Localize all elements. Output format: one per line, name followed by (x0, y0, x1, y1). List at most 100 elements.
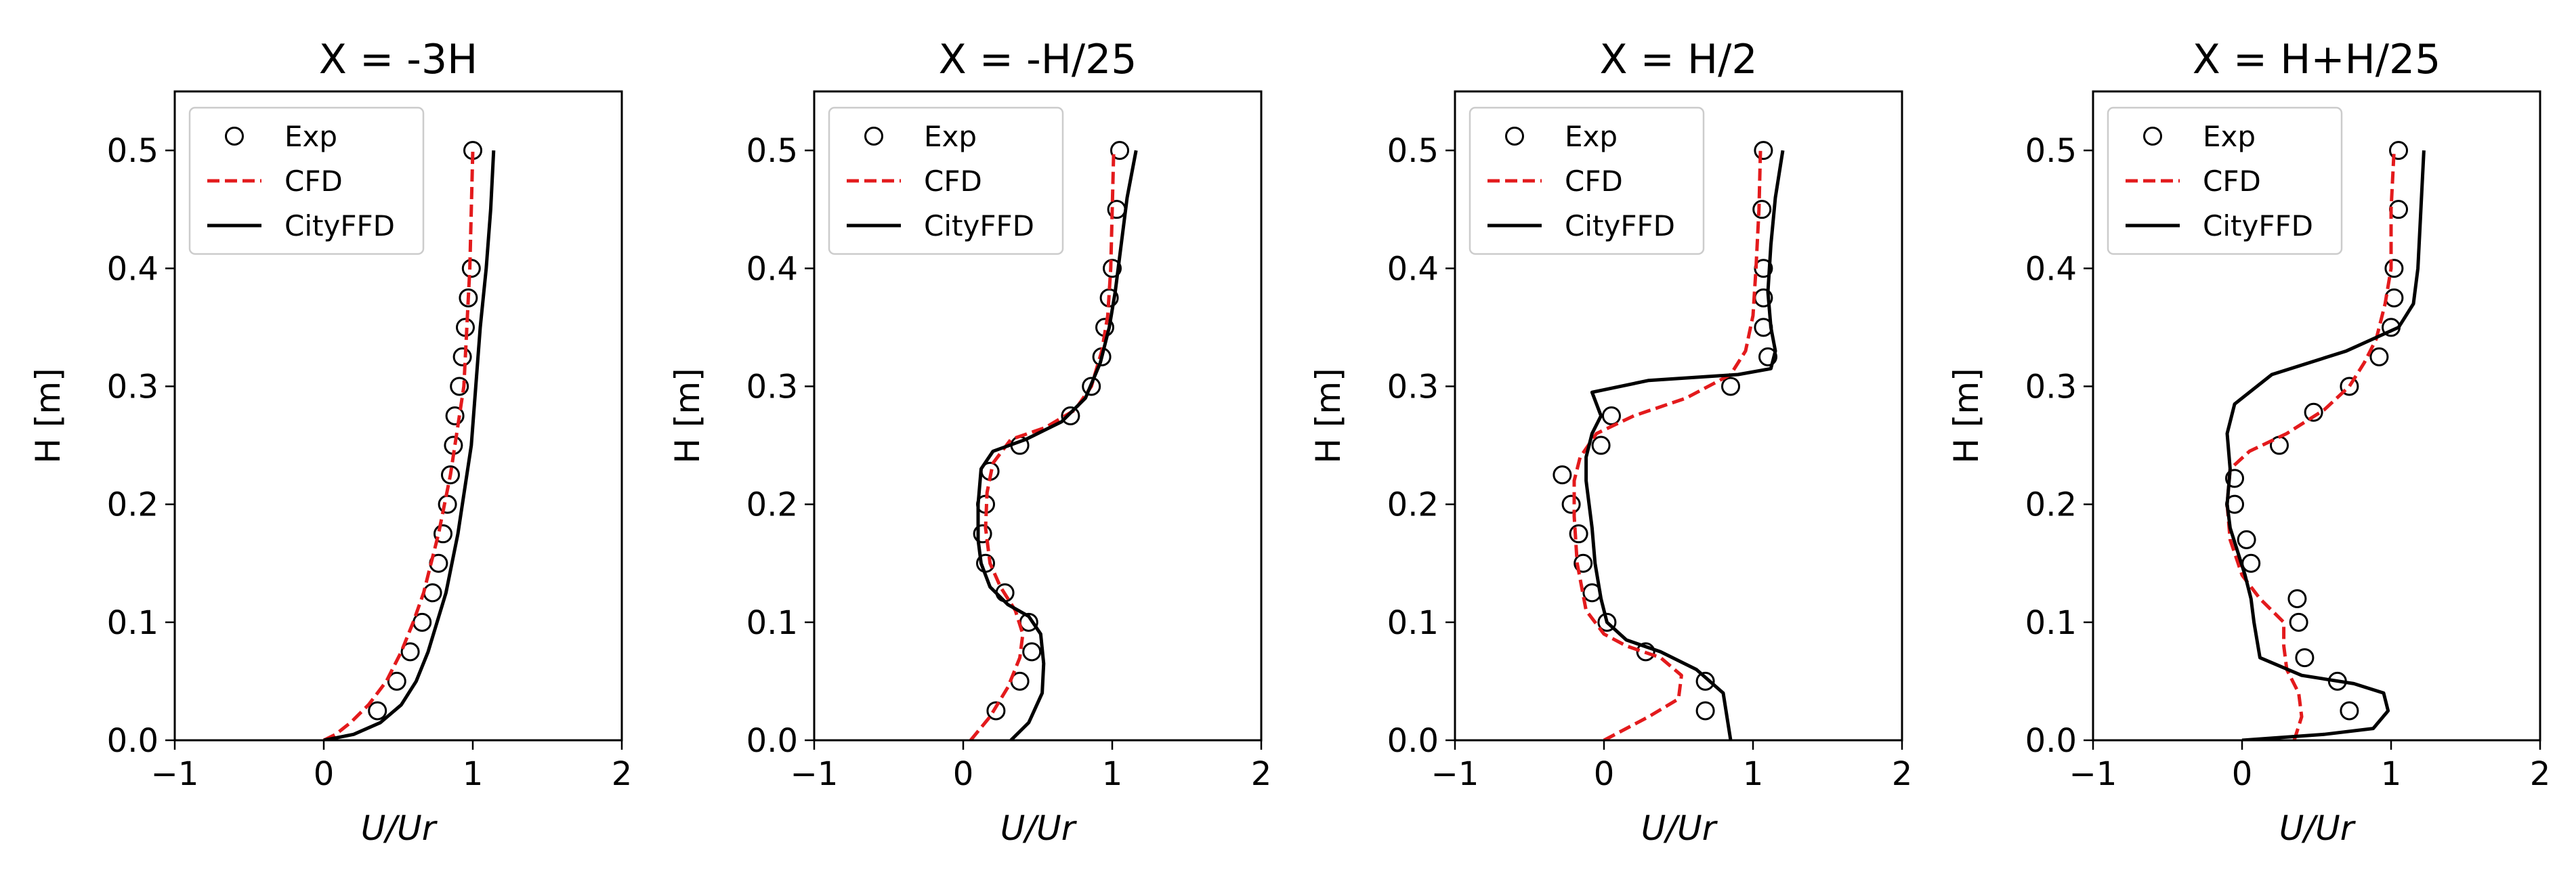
exp-data-point (459, 288, 478, 307)
exp-data-point (1758, 347, 1777, 366)
y-tick-label: 0.0 (1387, 722, 1439, 760)
plot-area (2225, 141, 2426, 740)
legend-label: CFD (924, 165, 982, 198)
y-tick-label: 0.4 (1387, 250, 1439, 288)
x-tick-label: 1 (1743, 755, 1764, 793)
y-tick-label: 0.1 (1387, 604, 1439, 642)
exp-data-point (986, 701, 1006, 721)
legend: Exp CFD CityFFD (188, 106, 425, 255)
legend-label: Exp (924, 120, 977, 153)
x-tick-label: 0 (953, 755, 974, 793)
exp-data-point (1597, 612, 1617, 632)
cfd-series-line (1572, 150, 1762, 740)
y-tick-label: 0.3 (746, 368, 798, 406)
axes-frame (173, 90, 623, 742)
exp-data-point (2295, 648, 2315, 668)
exp-data-point (1602, 406, 1621, 425)
chart-title: X = -3H (319, 36, 478, 83)
x-tick-label: −1 (1431, 755, 1479, 793)
chart-panel-1: X = -3H −1 0 1 2 0.0 0.1 0.2 0.3 0.4 0.5 U/Ur H [m] E… (28, 36, 632, 848)
exp-data-point (2225, 469, 2244, 488)
axes-frame (2092, 90, 2541, 742)
exp-data-point (1752, 200, 1772, 219)
legend-label: Exp (1565, 120, 1618, 153)
cityffd-series-line (2225, 150, 2426, 740)
y-tick-label: 0.3 (107, 368, 159, 406)
exp-data-point (1574, 553, 1593, 573)
exp-data-point (1695, 701, 1715, 721)
legend-box (2107, 106, 2343, 255)
exp-data-point (441, 465, 460, 485)
exp-data-point (450, 377, 469, 396)
exp-data-point (973, 524, 992, 544)
axes-frame (1454, 90, 1903, 742)
chart-title: X = H/2 (1599, 36, 1757, 83)
y-tick-label: 0.0 (2025, 722, 2077, 760)
legend-label: CityFFD (2203, 209, 2313, 242)
legend-box (1469, 106, 1705, 255)
cityffd-series-line (976, 150, 1138, 740)
exp-data-point (1636, 642, 1655, 662)
y-tick-label: 0.1 (2025, 604, 2077, 642)
x-axis-label: U/Ur (1000, 809, 1078, 848)
y-tick-label: 0.2 (107, 486, 159, 524)
y-tick-label: 0.4 (2025, 250, 2077, 288)
chart-title: X = H+H/25 (2193, 36, 2441, 83)
x-tick-label: 2 (1892, 755, 1913, 793)
exp-data-point (2389, 141, 2408, 161)
y-tick-label: 0.1 (746, 604, 798, 642)
exp-data-point (2384, 288, 2404, 307)
y-axis-label: H [m] (1309, 368, 1348, 463)
exp-data-point (2237, 530, 2256, 549)
exp-data-point (368, 701, 387, 721)
x-tick-label: 0 (2232, 755, 2253, 793)
x-axis-label: U/Ur (2279, 809, 2357, 848)
plot-area (969, 141, 1138, 740)
y-tick-label: 0.5 (746, 132, 798, 170)
legend: Exp CFD CityFFD (2107, 106, 2343, 255)
exp-data-point (438, 494, 457, 514)
exp-data-point (2287, 589, 2307, 608)
exp-data-point (2289, 612, 2308, 632)
axes-frame (813, 90, 1263, 742)
y-tick-label: 0.2 (1387, 486, 1439, 524)
chart-panel-4: X = H+H/25 −1 0 1 2 0.0 0.1 0.2 0.3 0.4 0.5 U/Ur H [… (1947, 36, 2550, 848)
legend-label: CityFFD (1565, 209, 1675, 242)
legend-exp-marker (2143, 127, 2162, 146)
y-tick-label: 0.4 (746, 250, 798, 288)
x-axis-label: U/Ur (1641, 809, 1718, 848)
legend-label: CityFFD (924, 209, 1034, 242)
y-tick-label: 0.5 (1387, 132, 1439, 170)
y-tick-label: 0.2 (746, 486, 798, 524)
exp-data-point (2241, 553, 2261, 573)
y-axis-label: H [m] (1947, 368, 1986, 463)
legend-label: Exp (2203, 120, 2256, 153)
exp-data-point (1061, 406, 1080, 425)
exp-data-point (2340, 377, 2359, 396)
x-tick-label: 1 (1102, 755, 1123, 793)
legend: Exp CFD CityFFD (828, 106, 1064, 255)
exp-data-point (423, 583, 442, 603)
exp-data-point (2340, 701, 2359, 721)
y-tick-label: 0.4 (107, 250, 159, 288)
legend-label: CFD (284, 165, 343, 198)
x-tick-label: 1 (463, 755, 484, 793)
exp-data-point (1591, 435, 1611, 455)
chart-panel-2: X = -H/25 −1 0 1 2 0.0 0.1 0.2 0.3 0.4 0.5 U/Ur H [m… (668, 36, 1271, 848)
cfd-series-line (322, 150, 475, 740)
exp-data-point (1553, 465, 1572, 485)
x-tick-label: 2 (2530, 755, 2551, 793)
legend-label: Exp (284, 120, 337, 153)
legend-exp-marker (225, 127, 244, 146)
legend-label: CFD (2203, 165, 2261, 198)
exp-data-point (452, 347, 472, 366)
y-tick-label: 0.0 (746, 722, 798, 760)
exp-data-point (1110, 141, 1129, 161)
exp-data-point (1754, 141, 1773, 161)
y-tick-label: 0.2 (2025, 486, 2077, 524)
exp-data-point (445, 406, 465, 425)
x-tick-label: 2 (1251, 755, 1272, 793)
exp-data-point (1561, 494, 1581, 514)
exp-data-point (1695, 671, 1715, 691)
x-tick-label: 1 (2381, 755, 2402, 793)
